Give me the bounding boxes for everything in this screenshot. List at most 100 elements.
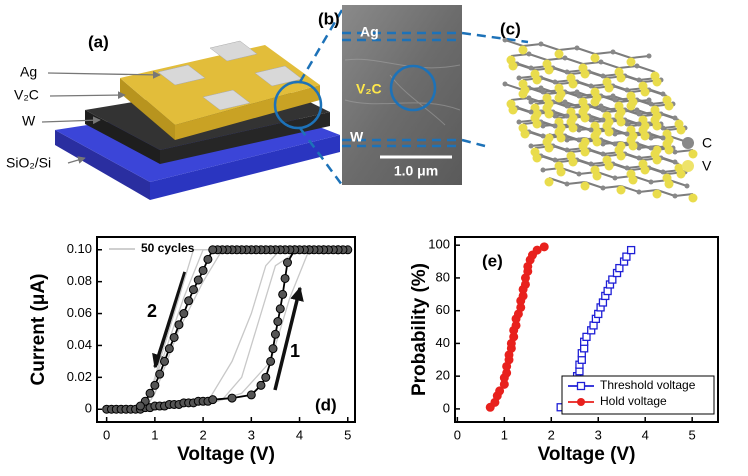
legend-marker xyxy=(682,160,694,172)
bond xyxy=(546,57,566,61)
atom-v xyxy=(580,147,590,157)
atom-c xyxy=(610,93,616,99)
atom-v xyxy=(518,89,528,99)
v2c-front xyxy=(175,85,320,140)
atom-v xyxy=(626,57,636,67)
bond xyxy=(564,101,584,109)
substrate-side xyxy=(55,130,150,200)
point xyxy=(246,390,256,400)
bond xyxy=(636,109,656,117)
atom-v xyxy=(652,155,662,165)
legend-label: 50 cycles xyxy=(141,241,195,255)
point xyxy=(622,252,631,261)
point xyxy=(273,317,283,327)
point xyxy=(282,258,292,268)
bond xyxy=(630,55,650,59)
atom-c xyxy=(502,81,508,87)
atom-c xyxy=(636,155,642,161)
bond xyxy=(504,39,524,47)
x-tick-label: 5 xyxy=(344,427,351,442)
legend-marker xyxy=(682,137,694,149)
atom-v xyxy=(568,157,578,167)
x-tick-label: 1 xyxy=(151,427,158,442)
atom-c xyxy=(624,131,630,137)
atom-v xyxy=(640,131,650,141)
atom-v xyxy=(652,189,662,199)
atom-v xyxy=(628,141,638,151)
atom-c xyxy=(612,131,618,137)
atom-c xyxy=(648,179,654,185)
atom-c xyxy=(564,147,570,153)
atom-c xyxy=(588,83,594,89)
point xyxy=(174,320,184,330)
atom-c xyxy=(672,149,678,155)
point xyxy=(266,356,276,366)
x-tick-label: 2 xyxy=(199,427,206,442)
atom-c xyxy=(552,79,558,85)
atom-c xyxy=(600,107,606,113)
atom-c xyxy=(576,171,582,177)
zoom-circle xyxy=(389,64,437,112)
atom-c xyxy=(612,141,618,147)
scale-label: 1.0 μm xyxy=(394,163,438,179)
point xyxy=(626,245,636,255)
bond xyxy=(510,53,530,57)
atom-c xyxy=(502,37,508,43)
y-tick-label: 40 xyxy=(436,335,450,350)
bond xyxy=(576,91,596,99)
layer-label: Ag xyxy=(360,24,379,40)
atom-v xyxy=(640,165,650,175)
y-axis-label: Current (μA) xyxy=(28,274,49,386)
point xyxy=(193,275,203,285)
x-tick-label: 5 xyxy=(689,427,696,442)
y-tick-label: 0 xyxy=(443,400,450,415)
point xyxy=(208,395,218,405)
bond xyxy=(600,105,620,113)
point xyxy=(160,356,170,366)
atom-c xyxy=(516,119,522,125)
v2c-side xyxy=(120,78,175,140)
x-tick-label: 4 xyxy=(642,427,649,442)
point xyxy=(203,254,213,264)
atom-v xyxy=(664,145,674,155)
atom-c xyxy=(636,77,642,83)
atom-c xyxy=(636,121,642,127)
y-tick-label: 0.08 xyxy=(67,273,92,288)
atom-c xyxy=(660,91,666,97)
bond xyxy=(612,95,632,103)
atom-v xyxy=(544,65,554,75)
y-tick-label: 0.10 xyxy=(67,241,92,256)
point xyxy=(256,380,266,390)
atom-c xyxy=(562,99,568,105)
atom-c xyxy=(612,97,618,103)
x-axis-label: Voltage (V) xyxy=(538,444,636,465)
atom-v xyxy=(580,181,590,191)
bond xyxy=(540,87,560,95)
atom-c xyxy=(660,135,666,141)
bond xyxy=(674,149,694,153)
atom-c xyxy=(646,53,652,59)
atom-c xyxy=(660,169,666,175)
atom-v xyxy=(688,149,698,159)
atom-c xyxy=(574,45,580,51)
series-line xyxy=(106,249,348,410)
atom-v xyxy=(554,93,564,103)
layer-label: V₂C xyxy=(356,81,382,97)
atom-v xyxy=(518,45,528,55)
atom-c xyxy=(672,115,678,121)
series-line xyxy=(106,249,348,410)
atom-c xyxy=(526,51,532,57)
atom-v xyxy=(532,119,542,129)
legend-label: Hold voltage xyxy=(600,394,667,408)
substrate-front xyxy=(150,135,340,200)
atom-c xyxy=(612,175,618,181)
atom-c xyxy=(648,101,654,107)
y-tick-label: 0.04 xyxy=(67,337,92,352)
point xyxy=(169,332,179,342)
series-line xyxy=(106,249,348,410)
atom-v xyxy=(664,179,674,189)
atom-c xyxy=(588,127,594,133)
point xyxy=(268,344,278,354)
panel-b: (b) Ag V₂C W 1.0 μm xyxy=(298,5,529,186)
